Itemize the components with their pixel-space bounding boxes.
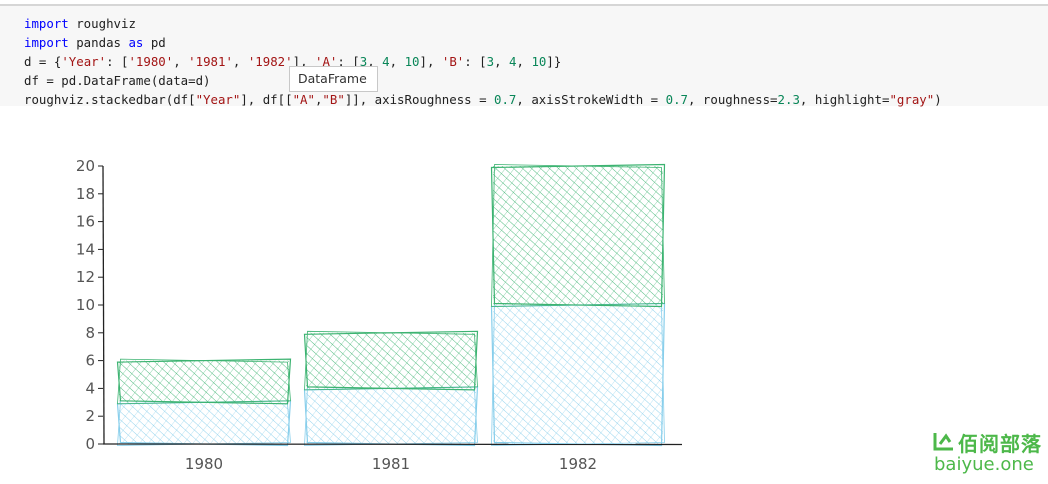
bar-segment bbox=[116, 400, 292, 447]
type-tooltip: DataFrame bbox=[289, 66, 378, 92]
y-tick-label: 12 bbox=[76, 268, 95, 286]
x-tick-label: 1981 bbox=[372, 455, 410, 473]
x-tick-label: 1982 bbox=[559, 455, 597, 473]
y-tick-label: 2 bbox=[85, 407, 95, 425]
x-axis bbox=[102, 443, 683, 446]
bar-segment bbox=[303, 386, 479, 447]
y-tick-label: 4 bbox=[85, 379, 95, 397]
code-line[interactable]: df = pd.DataFrame(data=d) bbox=[24, 73, 211, 88]
code-line[interactable]: import pandas as pd bbox=[24, 35, 166, 50]
code-editor[interactable]: import roughviz import pandas as pd d = {'… bbox=[24, 14, 942, 109]
y-tick-label: 0 bbox=[85, 435, 95, 453]
x-tick-label: 1980 bbox=[185, 455, 223, 473]
y-tick-label: 14 bbox=[76, 240, 95, 258]
code-cell[interactable]: import roughviz import pandas as pd d = {'… bbox=[0, 6, 1048, 109]
code-line[interactable]: d = {'Year': ['1980', '1981', '1982'], '… bbox=[24, 54, 562, 69]
y-tick-label: 6 bbox=[85, 352, 95, 370]
bar-segment bbox=[490, 302, 666, 447]
baiyue-logo-icon bbox=[933, 433, 953, 451]
bar-segment bbox=[303, 330, 479, 391]
bar-segment bbox=[490, 163, 666, 308]
y-tick-label: 20 bbox=[76, 157, 95, 175]
cell-top-border bbox=[0, 4, 1048, 6]
y-tick-label: 18 bbox=[76, 185, 95, 203]
y-tick-label: 16 bbox=[76, 213, 95, 231]
bar-segment bbox=[116, 358, 292, 405]
code-line[interactable]: roughviz.stackedbar(df["Year"], df[["A",… bbox=[24, 92, 942, 107]
y-tick-label: 10 bbox=[76, 296, 95, 314]
watermark: 佰阅部落 baiyue.one bbox=[930, 428, 1048, 480]
y-tick-label: 8 bbox=[85, 324, 95, 342]
y-axis bbox=[102, 165, 105, 445]
watermark-url: baiyue.one bbox=[934, 454, 1034, 475]
code-line[interactable]: import roughviz bbox=[24, 16, 136, 31]
stacked-bar-chart: 1980 1981 1982 0 2 4 6 8 10 12 14 16 18 20 bbox=[76, 157, 683, 473]
watermark-logo-text: 佰阅部落 bbox=[958, 432, 1042, 456]
